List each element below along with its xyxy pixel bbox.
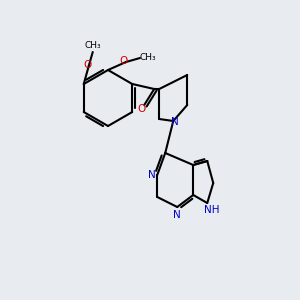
- Text: O: O: [84, 60, 92, 70]
- Text: NH: NH: [205, 205, 220, 215]
- Text: N: N: [148, 170, 156, 180]
- Text: O: O: [137, 104, 146, 114]
- Text: CH₃: CH₃: [140, 53, 157, 62]
- Text: CH₃: CH₃: [84, 41, 101, 50]
- Text: N: N: [171, 117, 179, 127]
- Text: O: O: [120, 56, 128, 66]
- Text: N: N: [173, 210, 181, 220]
